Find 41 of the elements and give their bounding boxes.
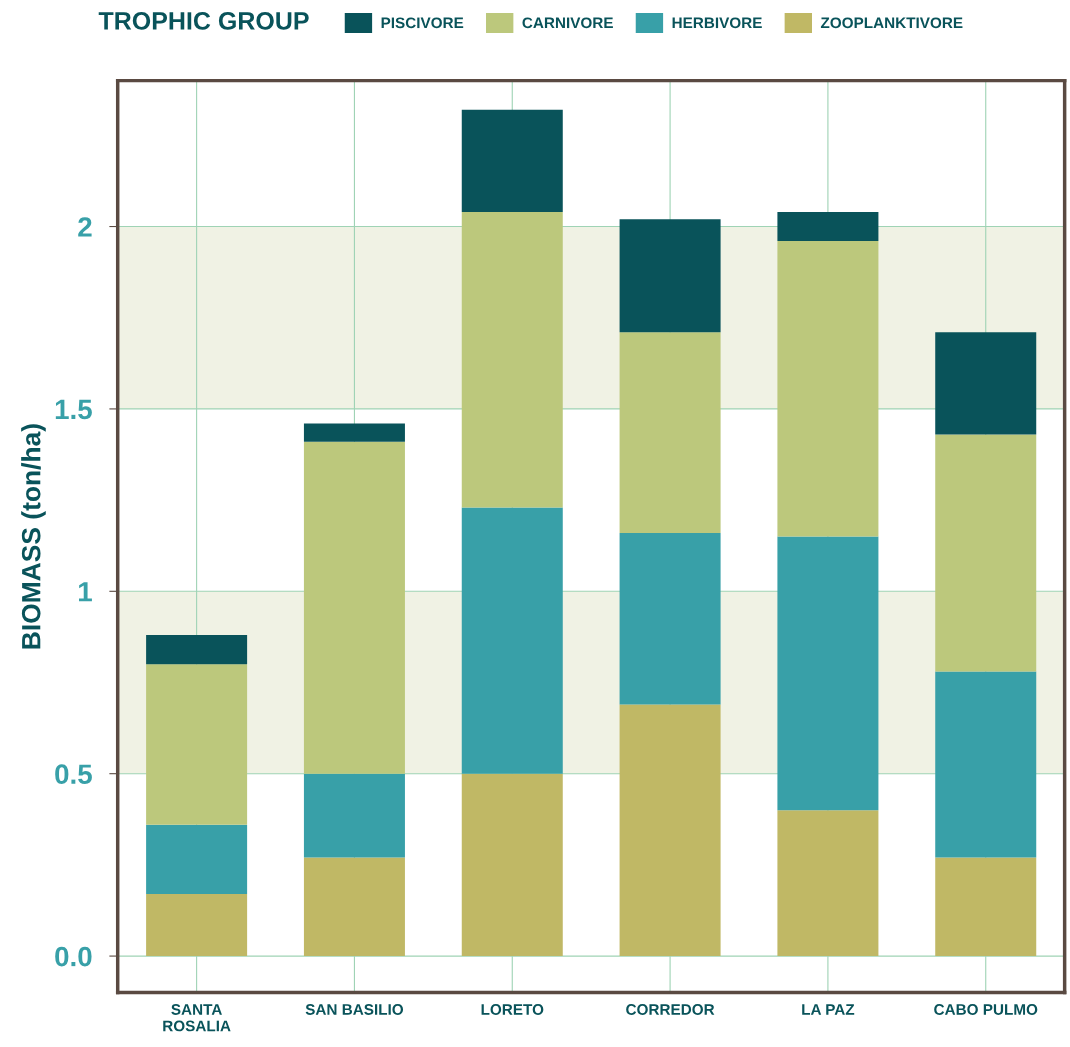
bar <box>777 536 879 811</box>
bar <box>146 664 248 825</box>
bar <box>777 241 879 537</box>
bar <box>619 704 721 957</box>
bar <box>461 773 563 957</box>
x-tick-label: CORREDOR <box>626 1004 715 1015</box>
legend-label: HERBIVORE <box>672 17 762 29</box>
y-tick-label: 1.5 <box>55 399 92 420</box>
y-tick-label: 0.0 <box>55 946 92 967</box>
legend-label: CARNIVORE <box>522 17 613 29</box>
bar <box>461 507 563 774</box>
bar <box>303 441 405 774</box>
bar <box>303 857 405 957</box>
bar <box>935 332 1037 435</box>
y-tick-label: 1 <box>79 582 92 602</box>
y-tick-label: 0.5 <box>55 764 92 785</box>
x-tick-label: SAN BASILIO <box>305 1004 404 1015</box>
bar <box>303 773 405 858</box>
legend-label: ZOOPLANKTIVORE <box>820 17 963 29</box>
bar <box>146 894 248 957</box>
bar <box>935 671 1037 858</box>
bar <box>303 423 405 442</box>
bar <box>935 434 1037 672</box>
x-tick-label: LORETO <box>481 1004 544 1015</box>
bar <box>935 857 1037 957</box>
x-tick-label: LA PAZ <box>802 1004 855 1015</box>
bar <box>461 109 563 212</box>
legend-title: TROPHIC GROUP <box>98 12 309 30</box>
bar <box>146 635 248 665</box>
x-tick-label: SANTA ROSALIA <box>163 1004 231 1032</box>
bar <box>619 532 721 705</box>
x-tick-label: CABO PULMO <box>934 1004 1038 1015</box>
legend-label: PISCIVORE <box>381 17 464 29</box>
y-tick-label: 2 <box>78 217 92 237</box>
y-axis-title: BIOMASS (ton/ha) <box>21 424 46 649</box>
bar <box>461 211 563 508</box>
bar <box>619 332 721 533</box>
bar <box>777 211 879 242</box>
bar <box>619 219 721 333</box>
bar <box>777 810 879 957</box>
bar <box>146 824 248 895</box>
